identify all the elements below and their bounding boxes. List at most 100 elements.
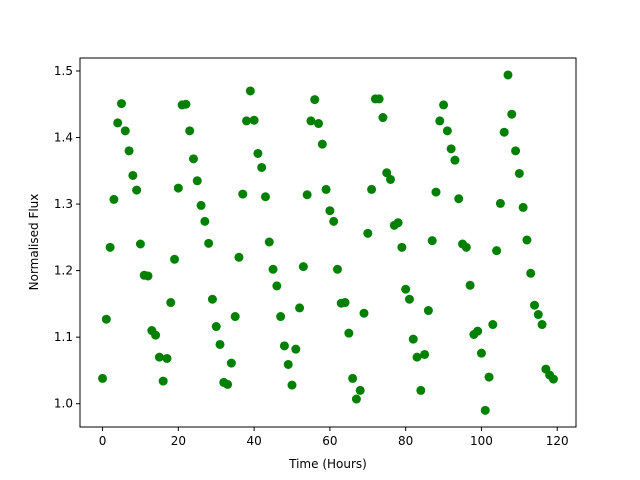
x-tick-label: 100 [470, 434, 493, 448]
point [124, 146, 134, 156]
point [495, 198, 505, 208]
point [378, 113, 388, 123]
point [116, 99, 126, 109]
point [420, 349, 430, 359]
point [450, 155, 460, 165]
point [363, 228, 373, 238]
point [200, 216, 210, 226]
point [113, 118, 123, 128]
point [344, 328, 354, 338]
point [332, 264, 342, 274]
point [340, 298, 350, 308]
point [382, 168, 392, 178]
point [499, 127, 509, 137]
point [249, 115, 259, 125]
x-tick-label: 60 [322, 434, 337, 448]
point [298, 262, 308, 272]
point [223, 379, 233, 389]
point [230, 312, 240, 322]
point [238, 189, 248, 199]
point [253, 148, 263, 158]
point [348, 373, 358, 383]
plot-frame [79, 57, 577, 428]
point [317, 139, 327, 149]
point [135, 239, 145, 249]
point [279, 341, 289, 351]
y-tick-label: 1.0 [54, 397, 73, 411]
point [442, 126, 452, 136]
point [526, 268, 536, 278]
point [242, 116, 252, 126]
point [234, 252, 244, 262]
point [386, 174, 396, 184]
point [143, 271, 153, 281]
point [204, 238, 214, 248]
point [211, 322, 221, 332]
point [295, 303, 305, 313]
point [128, 170, 138, 180]
point [446, 144, 456, 154]
point [325, 206, 335, 216]
point [533, 310, 543, 320]
point [173, 183, 183, 193]
point [401, 284, 411, 294]
point [276, 312, 286, 322]
point [215, 339, 225, 349]
point [530, 300, 540, 310]
point [480, 405, 490, 415]
point [120, 126, 130, 136]
y-axis-label: Normalised Flux [27, 194, 41, 291]
y-tick-label: 1.4 [54, 131, 73, 145]
point [476, 348, 486, 358]
point [427, 236, 437, 246]
point [272, 281, 282, 291]
point [374, 94, 384, 104]
point [359, 308, 369, 318]
point [518, 202, 528, 212]
point [310, 95, 320, 105]
x-tick-label: 0 [99, 434, 107, 448]
point [196, 200, 206, 210]
x-tick-label: 120 [546, 434, 569, 448]
point [461, 242, 471, 252]
point [397, 242, 407, 252]
point [226, 358, 236, 368]
point [473, 326, 483, 336]
point [423, 306, 433, 316]
point [192, 176, 202, 186]
point [306, 116, 316, 126]
y-tick-label: 1.3 [54, 197, 73, 211]
point [454, 194, 464, 204]
point [154, 352, 164, 362]
point [245, 86, 255, 96]
point [166, 298, 176, 308]
point [287, 380, 297, 390]
point [355, 385, 365, 395]
point [329, 216, 339, 226]
y-tick-label: 1.2 [54, 264, 73, 278]
point [412, 352, 422, 362]
x-axis-label: Time (Hours) [288, 457, 367, 471]
point [393, 218, 403, 228]
point [439, 100, 449, 110]
point [109, 194, 119, 204]
point [484, 372, 494, 382]
point [514, 168, 524, 178]
point [207, 294, 217, 304]
point [511, 146, 521, 156]
point [302, 190, 312, 200]
point [488, 320, 498, 330]
y-tick-label: 1.5 [54, 64, 73, 78]
point [507, 109, 517, 119]
point [314, 119, 324, 129]
point [522, 235, 532, 245]
point [351, 394, 361, 404]
point [181, 99, 191, 109]
point [537, 320, 547, 330]
point [185, 126, 195, 136]
point [132, 185, 142, 195]
point [170, 254, 180, 264]
point [408, 334, 418, 344]
